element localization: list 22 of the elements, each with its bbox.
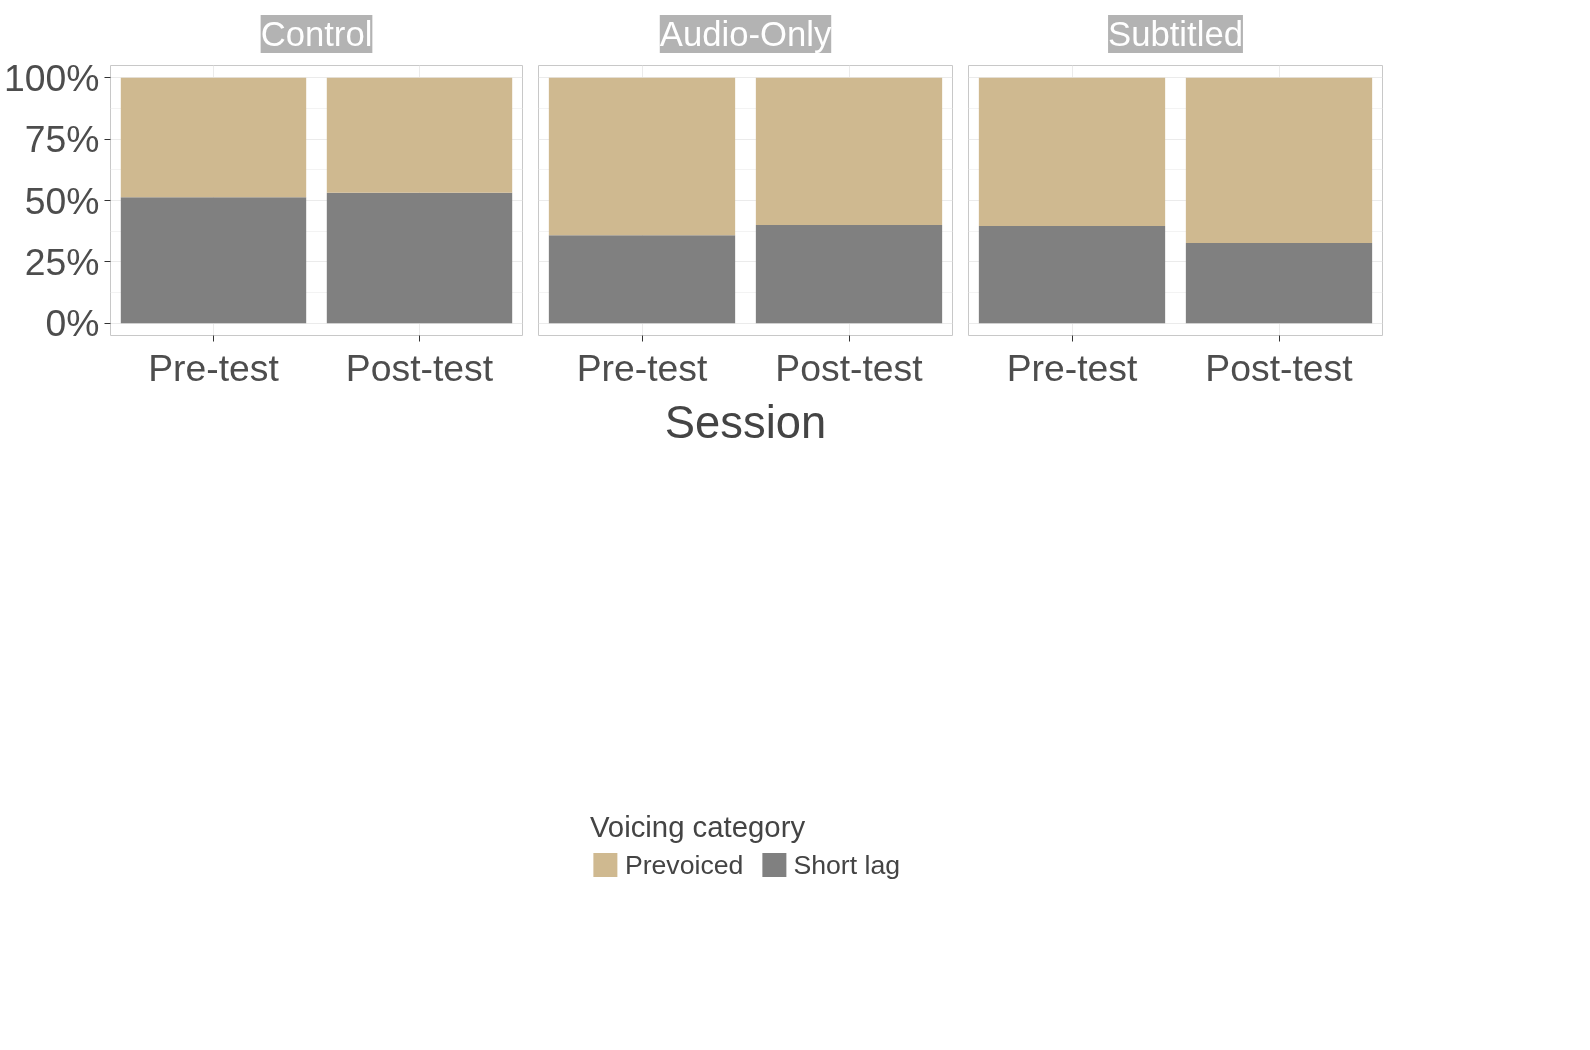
y-tick-label: 100%	[4, 56, 100, 99]
x-tick-label: Pre-test	[148, 346, 280, 389]
legend-label: Prevoiced	[624, 849, 744, 881]
bar	[120, 77, 307, 198]
y-tick-label: 75%	[24, 118, 100, 161]
y-tick-label: 50%	[24, 179, 100, 222]
x-axis-title: Session	[664, 396, 827, 448]
chart-title: Control	[260, 15, 373, 53]
chart-title: Audio-Only	[659, 15, 832, 53]
x-tick-label: Pre-test	[576, 346, 708, 389]
chart-title: Subtitled	[1108, 15, 1243, 53]
bar	[326, 77, 513, 193]
x-tick-label: Pre-test	[1006, 346, 1138, 389]
y-tick-label: 25%	[24, 240, 100, 283]
y-tick-label: 0%	[45, 302, 100, 345]
bar	[326, 192, 513, 324]
x-tick-label: Post-test	[775, 346, 924, 389]
legend-label: Short lag	[793, 849, 901, 881]
bar	[120, 197, 307, 324]
x-tick-label: Post-test	[345, 346, 494, 389]
legend-title: Voicing category	[589, 809, 807, 844]
x-tick-label: Post-test	[1205, 346, 1354, 389]
